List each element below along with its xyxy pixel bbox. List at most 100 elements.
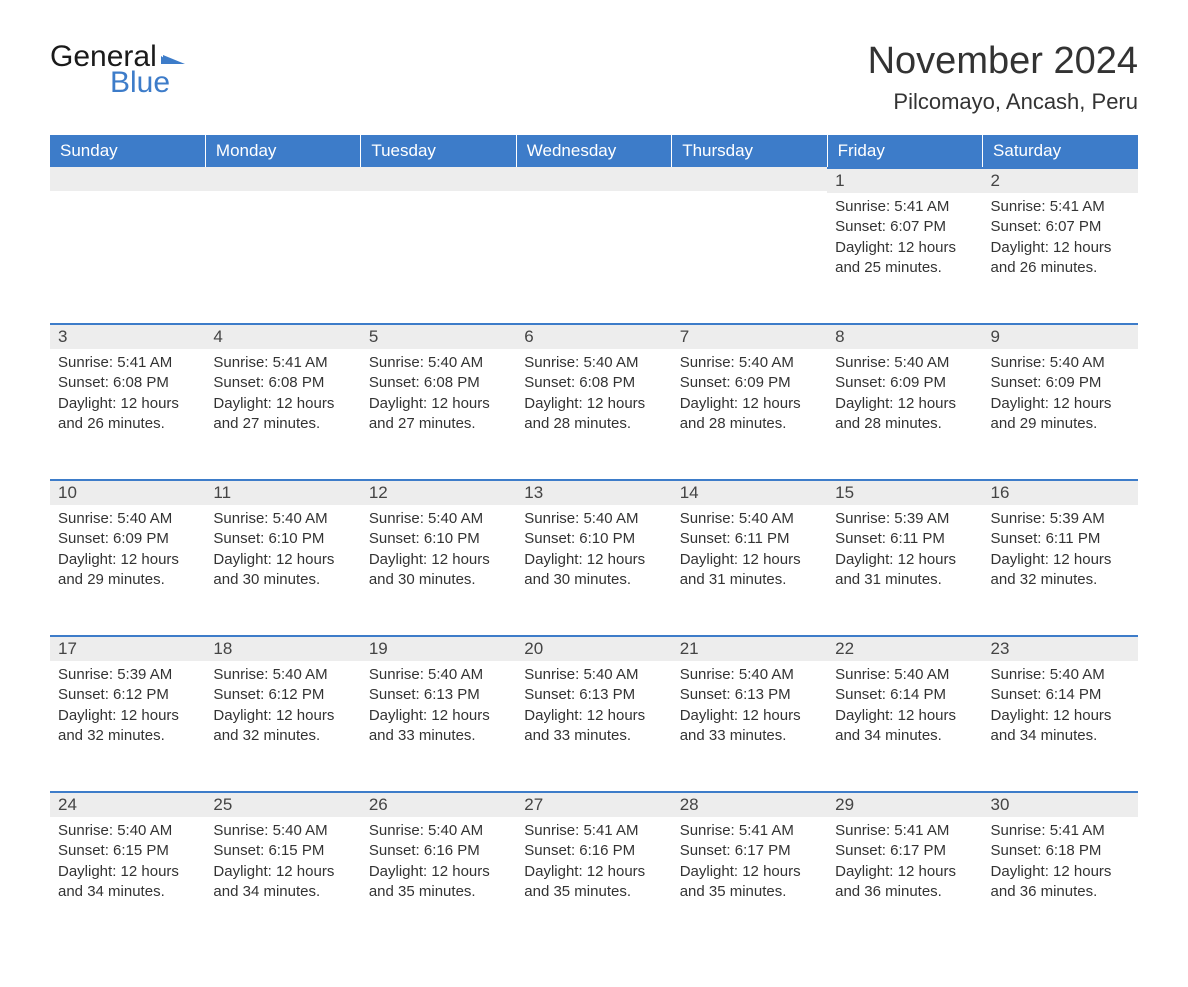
- day-cell-number: 17: [50, 635, 205, 661]
- sunrise-line: Sunrise: 5:41 AM: [835, 821, 974, 841]
- day-cell-number: 10: [50, 479, 205, 505]
- day-cell-body: Sunrise: 5:40 AMSunset: 6:11 PMDaylight:…: [672, 505, 827, 635]
- day-cell-body: Sunrise: 5:40 AMSunset: 6:09 PMDaylight:…: [827, 349, 982, 479]
- sunrise-line: Sunrise: 5:40 AM: [991, 353, 1130, 373]
- day-details: Sunrise: 5:40 AMSunset: 6:09 PMDaylight:…: [827, 349, 982, 454]
- sunrise-line: Sunrise: 5:41 AM: [991, 197, 1130, 217]
- sunrise-line: Sunrise: 5:41 AM: [58, 353, 197, 373]
- day-number-blank: [361, 167, 516, 191]
- daylight-line: Daylight: 12 hours and 30 minutes.: [524, 550, 663, 591]
- day-details: Sunrise: 5:41 AMSunset: 6:08 PMDaylight:…: [50, 349, 205, 454]
- day-cell-body: Sunrise: 5:40 AMSunset: 6:09 PMDaylight:…: [672, 349, 827, 479]
- day-details: Sunrise: 5:40 AMSunset: 6:15 PMDaylight:…: [205, 817, 360, 922]
- sunset-line: Sunset: 6:14 PM: [991, 685, 1130, 705]
- day-number: 10: [50, 479, 205, 505]
- logo: General Blue: [50, 40, 185, 100]
- sunset-line: Sunset: 6:07 PM: [991, 217, 1130, 237]
- day-number: 13: [516, 479, 671, 505]
- day-number: 22: [827, 635, 982, 661]
- sunset-line: Sunset: 6:16 PM: [524, 841, 663, 861]
- sunset-line: Sunset: 6:07 PM: [835, 217, 974, 237]
- day-details-blank: [50, 193, 205, 217]
- day-cell-body: Sunrise: 5:41 AMSunset: 6:18 PMDaylight:…: [983, 817, 1138, 947]
- day-details: Sunrise: 5:40 AMSunset: 6:12 PMDaylight:…: [205, 661, 360, 766]
- sunrise-line: Sunrise: 5:40 AM: [991, 665, 1130, 685]
- daylight-line: Daylight: 12 hours and 27 minutes.: [213, 394, 352, 435]
- sunrise-line: Sunrise: 5:41 AM: [680, 821, 819, 841]
- day-cell-number: 9: [983, 323, 1138, 349]
- day-cell-body: Sunrise: 5:40 AMSunset: 6:13 PMDaylight:…: [361, 661, 516, 791]
- sunset-line: Sunset: 6:15 PM: [213, 841, 352, 861]
- day-number: 21: [672, 635, 827, 661]
- daylight-line: Daylight: 12 hours and 26 minutes.: [991, 238, 1130, 279]
- day-details: Sunrise: 5:41 AMSunset: 6:08 PMDaylight:…: [205, 349, 360, 454]
- day-cell-body: Sunrise: 5:40 AMSunset: 6:13 PMDaylight:…: [672, 661, 827, 791]
- sunrise-line: Sunrise: 5:41 AM: [524, 821, 663, 841]
- day-cell-body: [50, 193, 205, 323]
- day-details: Sunrise: 5:40 AMSunset: 6:09 PMDaylight:…: [50, 505, 205, 610]
- day-details: Sunrise: 5:39 AMSunset: 6:11 PMDaylight:…: [827, 505, 982, 610]
- day-number: 25: [205, 791, 360, 817]
- daylight-line: Daylight: 12 hours and 27 minutes.: [369, 394, 508, 435]
- day-cell-body: [205, 193, 360, 323]
- daylight-line: Daylight: 12 hours and 28 minutes.: [835, 394, 974, 435]
- day-details-blank: [516, 193, 671, 217]
- daylight-line: Daylight: 12 hours and 25 minutes.: [835, 238, 974, 279]
- week-daynum-row: 24252627282930: [50, 791, 1138, 817]
- day-cell-number: 21: [672, 635, 827, 661]
- daylight-line: Daylight: 12 hours and 28 minutes.: [524, 394, 663, 435]
- day-cell-number: 18: [205, 635, 360, 661]
- day-cell-number: 14: [672, 479, 827, 505]
- sunrise-line: Sunrise: 5:40 AM: [835, 665, 974, 685]
- week-body-row: Sunrise: 5:41 AMSunset: 6:08 PMDaylight:…: [50, 349, 1138, 479]
- sunset-line: Sunset: 6:08 PM: [369, 373, 508, 393]
- weekday-header: Thursday: [672, 135, 827, 167]
- sunset-line: Sunset: 6:11 PM: [680, 529, 819, 549]
- day-cell-number: 2: [983, 167, 1138, 193]
- day-number: 24: [50, 791, 205, 817]
- week-daynum-row: 17181920212223: [50, 635, 1138, 661]
- day-cell-body: Sunrise: 5:40 AMSunset: 6:14 PMDaylight:…: [827, 661, 982, 791]
- day-number: 15: [827, 479, 982, 505]
- day-cell-number: 23: [983, 635, 1138, 661]
- day-cell-body: [672, 193, 827, 323]
- day-number: 28: [672, 791, 827, 817]
- sunrise-line: Sunrise: 5:40 AM: [369, 821, 508, 841]
- day-number-blank: [516, 167, 671, 191]
- sunset-line: Sunset: 6:13 PM: [369, 685, 508, 705]
- sunrise-line: Sunrise: 5:40 AM: [369, 353, 508, 373]
- day-cell-number: 8: [827, 323, 982, 349]
- daylight-line: Daylight: 12 hours and 32 minutes.: [991, 550, 1130, 591]
- day-cell-number: 3: [50, 323, 205, 349]
- day-cell-body: Sunrise: 5:40 AMSunset: 6:13 PMDaylight:…: [516, 661, 671, 791]
- day-details-blank: [205, 193, 360, 217]
- day-cell-body: Sunrise: 5:40 AMSunset: 6:08 PMDaylight:…: [361, 349, 516, 479]
- sunset-line: Sunset: 6:13 PM: [680, 685, 819, 705]
- sunset-line: Sunset: 6:08 PM: [213, 373, 352, 393]
- sunrise-line: Sunrise: 5:40 AM: [680, 509, 819, 529]
- sunrise-line: Sunrise: 5:40 AM: [369, 509, 508, 529]
- sunset-line: Sunset: 6:09 PM: [991, 373, 1130, 393]
- day-cell-number: 4: [205, 323, 360, 349]
- day-cell-number: 26: [361, 791, 516, 817]
- day-cell-body: Sunrise: 5:40 AMSunset: 6:10 PMDaylight:…: [205, 505, 360, 635]
- day-cell-body: Sunrise: 5:40 AMSunset: 6:08 PMDaylight:…: [516, 349, 671, 479]
- sunset-line: Sunset: 6:18 PM: [991, 841, 1130, 861]
- day-number: 14: [672, 479, 827, 505]
- daylight-line: Daylight: 12 hours and 33 minutes.: [524, 706, 663, 747]
- week-daynum-row: 3456789: [50, 323, 1138, 349]
- day-number: 4: [205, 323, 360, 349]
- day-cell-body: Sunrise: 5:39 AMSunset: 6:11 PMDaylight:…: [983, 505, 1138, 635]
- daylight-line: Daylight: 12 hours and 32 minutes.: [213, 706, 352, 747]
- week-body-row: Sunrise: 5:41 AMSunset: 6:07 PMDaylight:…: [50, 193, 1138, 323]
- day-details: Sunrise: 5:40 AMSunset: 6:08 PMDaylight:…: [516, 349, 671, 454]
- sunset-line: Sunset: 6:10 PM: [524, 529, 663, 549]
- day-cell-number: 28: [672, 791, 827, 817]
- day-number: 29: [827, 791, 982, 817]
- sunset-line: Sunset: 6:08 PM: [58, 373, 197, 393]
- day-cell-body: Sunrise: 5:40 AMSunset: 6:14 PMDaylight:…: [983, 661, 1138, 791]
- weekday-header: Sunday: [50, 135, 205, 167]
- day-cell-body: Sunrise: 5:41 AMSunset: 6:07 PMDaylight:…: [827, 193, 982, 323]
- sunrise-line: Sunrise: 5:40 AM: [58, 509, 197, 529]
- day-details: Sunrise: 5:41 AMSunset: 6:17 PMDaylight:…: [827, 817, 982, 922]
